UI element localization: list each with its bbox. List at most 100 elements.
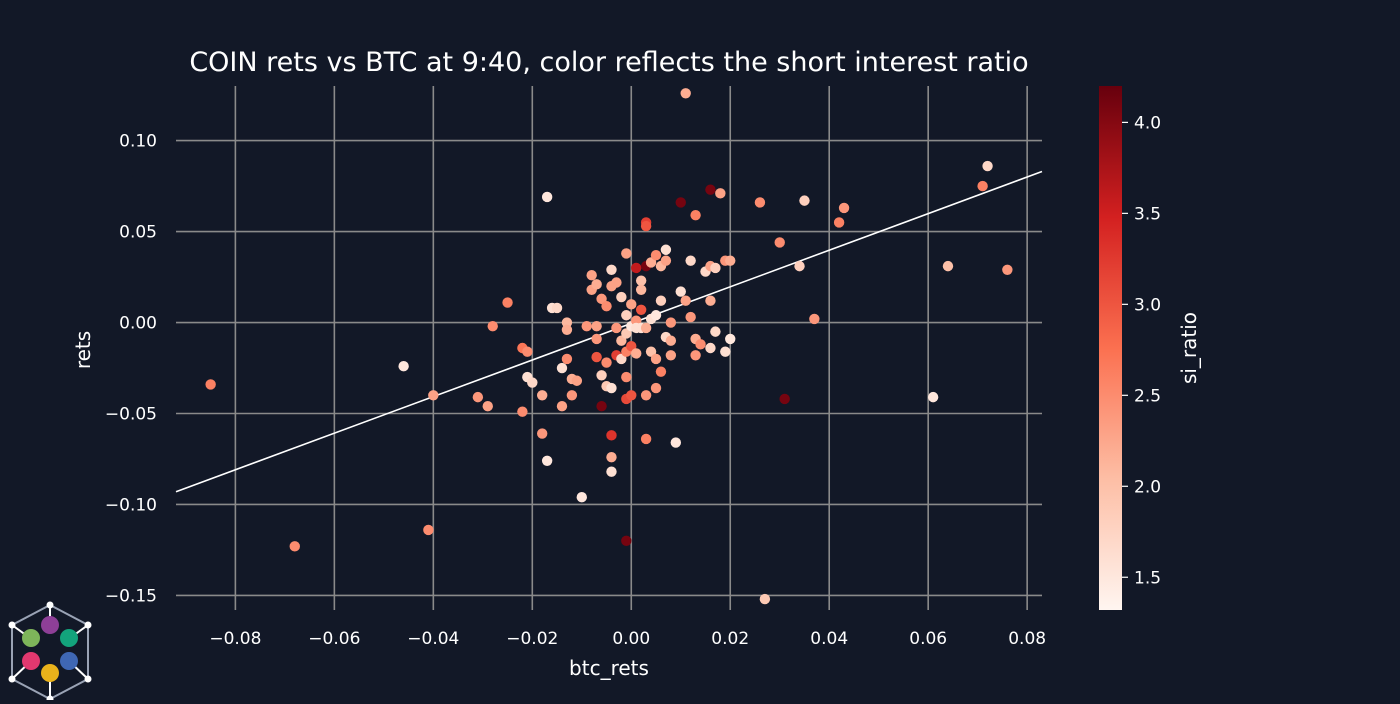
data-point <box>631 348 642 359</box>
data-point <box>640 433 652 445</box>
data-point <box>794 260 805 272</box>
data-point <box>551 302 563 314</box>
colorbar-gradient <box>1099 86 1122 610</box>
data-point <box>645 346 657 357</box>
y-axis-label: rets <box>71 331 95 369</box>
data-point <box>586 270 597 281</box>
colorbar-tick-label: 3.5 <box>1134 204 1161 224</box>
data-point <box>1002 264 1013 275</box>
logo-node <box>46 695 54 703</box>
data-point <box>670 437 682 448</box>
data-point <box>571 375 583 386</box>
colorbar-label: si_ratio <box>1177 312 1201 384</box>
x-tick-label: 0.08 <box>1008 629 1046 649</box>
y-tick-label: −0.15 <box>105 586 157 606</box>
y-tick-label: −0.05 <box>105 405 157 425</box>
data-point <box>556 401 568 412</box>
x-tick-label: 0.00 <box>612 629 650 649</box>
y-tick-label: 0.10 <box>119 132 157 152</box>
data-point <box>606 451 617 463</box>
y-tick-labels: 0.10 0.05 0.00 −0.05 −0.10 −0.15 <box>105 132 157 607</box>
data-point <box>774 237 785 248</box>
data-point <box>631 262 642 274</box>
x-axis-label: btc_rets <box>569 656 649 680</box>
colorbar-tick-label: 3.0 <box>1134 295 1161 315</box>
data-point <box>556 362 568 374</box>
data-point <box>626 340 637 352</box>
logo-dot-lightgreen <box>22 629 40 647</box>
data-point <box>591 279 602 290</box>
x-tick-label: 0.02 <box>711 629 749 649</box>
data-point <box>640 390 652 401</box>
data-point <box>527 377 538 388</box>
grid-lines <box>176 86 1042 610</box>
logo-dot-purple <box>41 616 59 634</box>
data-point <box>621 535 632 547</box>
data-point <box>621 328 632 339</box>
data-point <box>942 260 954 272</box>
logo-dot-blue <box>60 652 78 670</box>
data-point <box>799 195 810 206</box>
data-point <box>626 299 637 310</box>
data-point <box>576 491 587 503</box>
data-point <box>650 310 662 321</box>
data-point <box>759 593 771 605</box>
data-point <box>601 357 612 368</box>
data-point <box>596 401 607 412</box>
data-point <box>635 284 647 295</box>
data-point <box>660 244 672 255</box>
data-point <box>541 191 553 203</box>
data-point <box>665 335 677 346</box>
data-point <box>616 291 627 303</box>
fit-line-group <box>175 170 1043 493</box>
data-point <box>927 391 939 403</box>
x-tick-label: 0.04 <box>810 629 848 649</box>
data-point <box>596 370 607 381</box>
data-point <box>680 295 691 306</box>
data-point <box>695 339 706 350</box>
data-point <box>685 311 696 323</box>
y-tick-label: 0.00 <box>119 314 157 334</box>
data-point <box>977 180 988 192</box>
data-point <box>621 371 632 383</box>
x-tick-label: −0.08 <box>209 629 261 649</box>
data-point <box>566 390 578 401</box>
data-point <box>536 428 548 439</box>
data-point <box>591 351 602 363</box>
y-tick-label: −0.10 <box>105 495 157 515</box>
x-tick-label: −0.04 <box>407 629 459 649</box>
data-point <box>705 295 716 306</box>
data-point <box>561 324 573 336</box>
colorbar-tick-label: 2.0 <box>1134 477 1161 497</box>
data-point <box>398 360 409 372</box>
data-point <box>725 333 736 345</box>
data-point <box>715 188 726 199</box>
data-point <box>596 293 607 305</box>
data-point <box>631 315 642 326</box>
data-point <box>675 197 686 208</box>
data-point <box>680 88 691 99</box>
data-point <box>536 390 548 401</box>
x-tick-label: −0.02 <box>506 629 558 649</box>
data-point <box>690 209 701 221</box>
logo-node <box>8 675 16 683</box>
data-point <box>833 217 845 228</box>
data-point <box>809 313 820 325</box>
data-point <box>685 255 696 266</box>
data-point <box>522 346 533 357</box>
data-point <box>606 466 617 477</box>
data-point <box>205 379 216 390</box>
data-point <box>616 335 627 346</box>
data-point <box>705 342 716 354</box>
data-point <box>838 202 850 214</box>
data-point <box>517 406 528 417</box>
data-point <box>655 366 667 377</box>
logo-dot-yellow <box>41 664 59 682</box>
data-point <box>606 264 617 275</box>
data-point <box>720 346 731 357</box>
chart-title: COIN rets vs BTC at 9:40, color reflects… <box>189 47 1028 78</box>
data-point <box>591 320 602 332</box>
data-point <box>502 297 513 308</box>
colorbar: 4.0 3.5 3.0 2.5 2.0 1.5 si_ratio <box>1099 86 1201 610</box>
data-point <box>650 250 662 261</box>
